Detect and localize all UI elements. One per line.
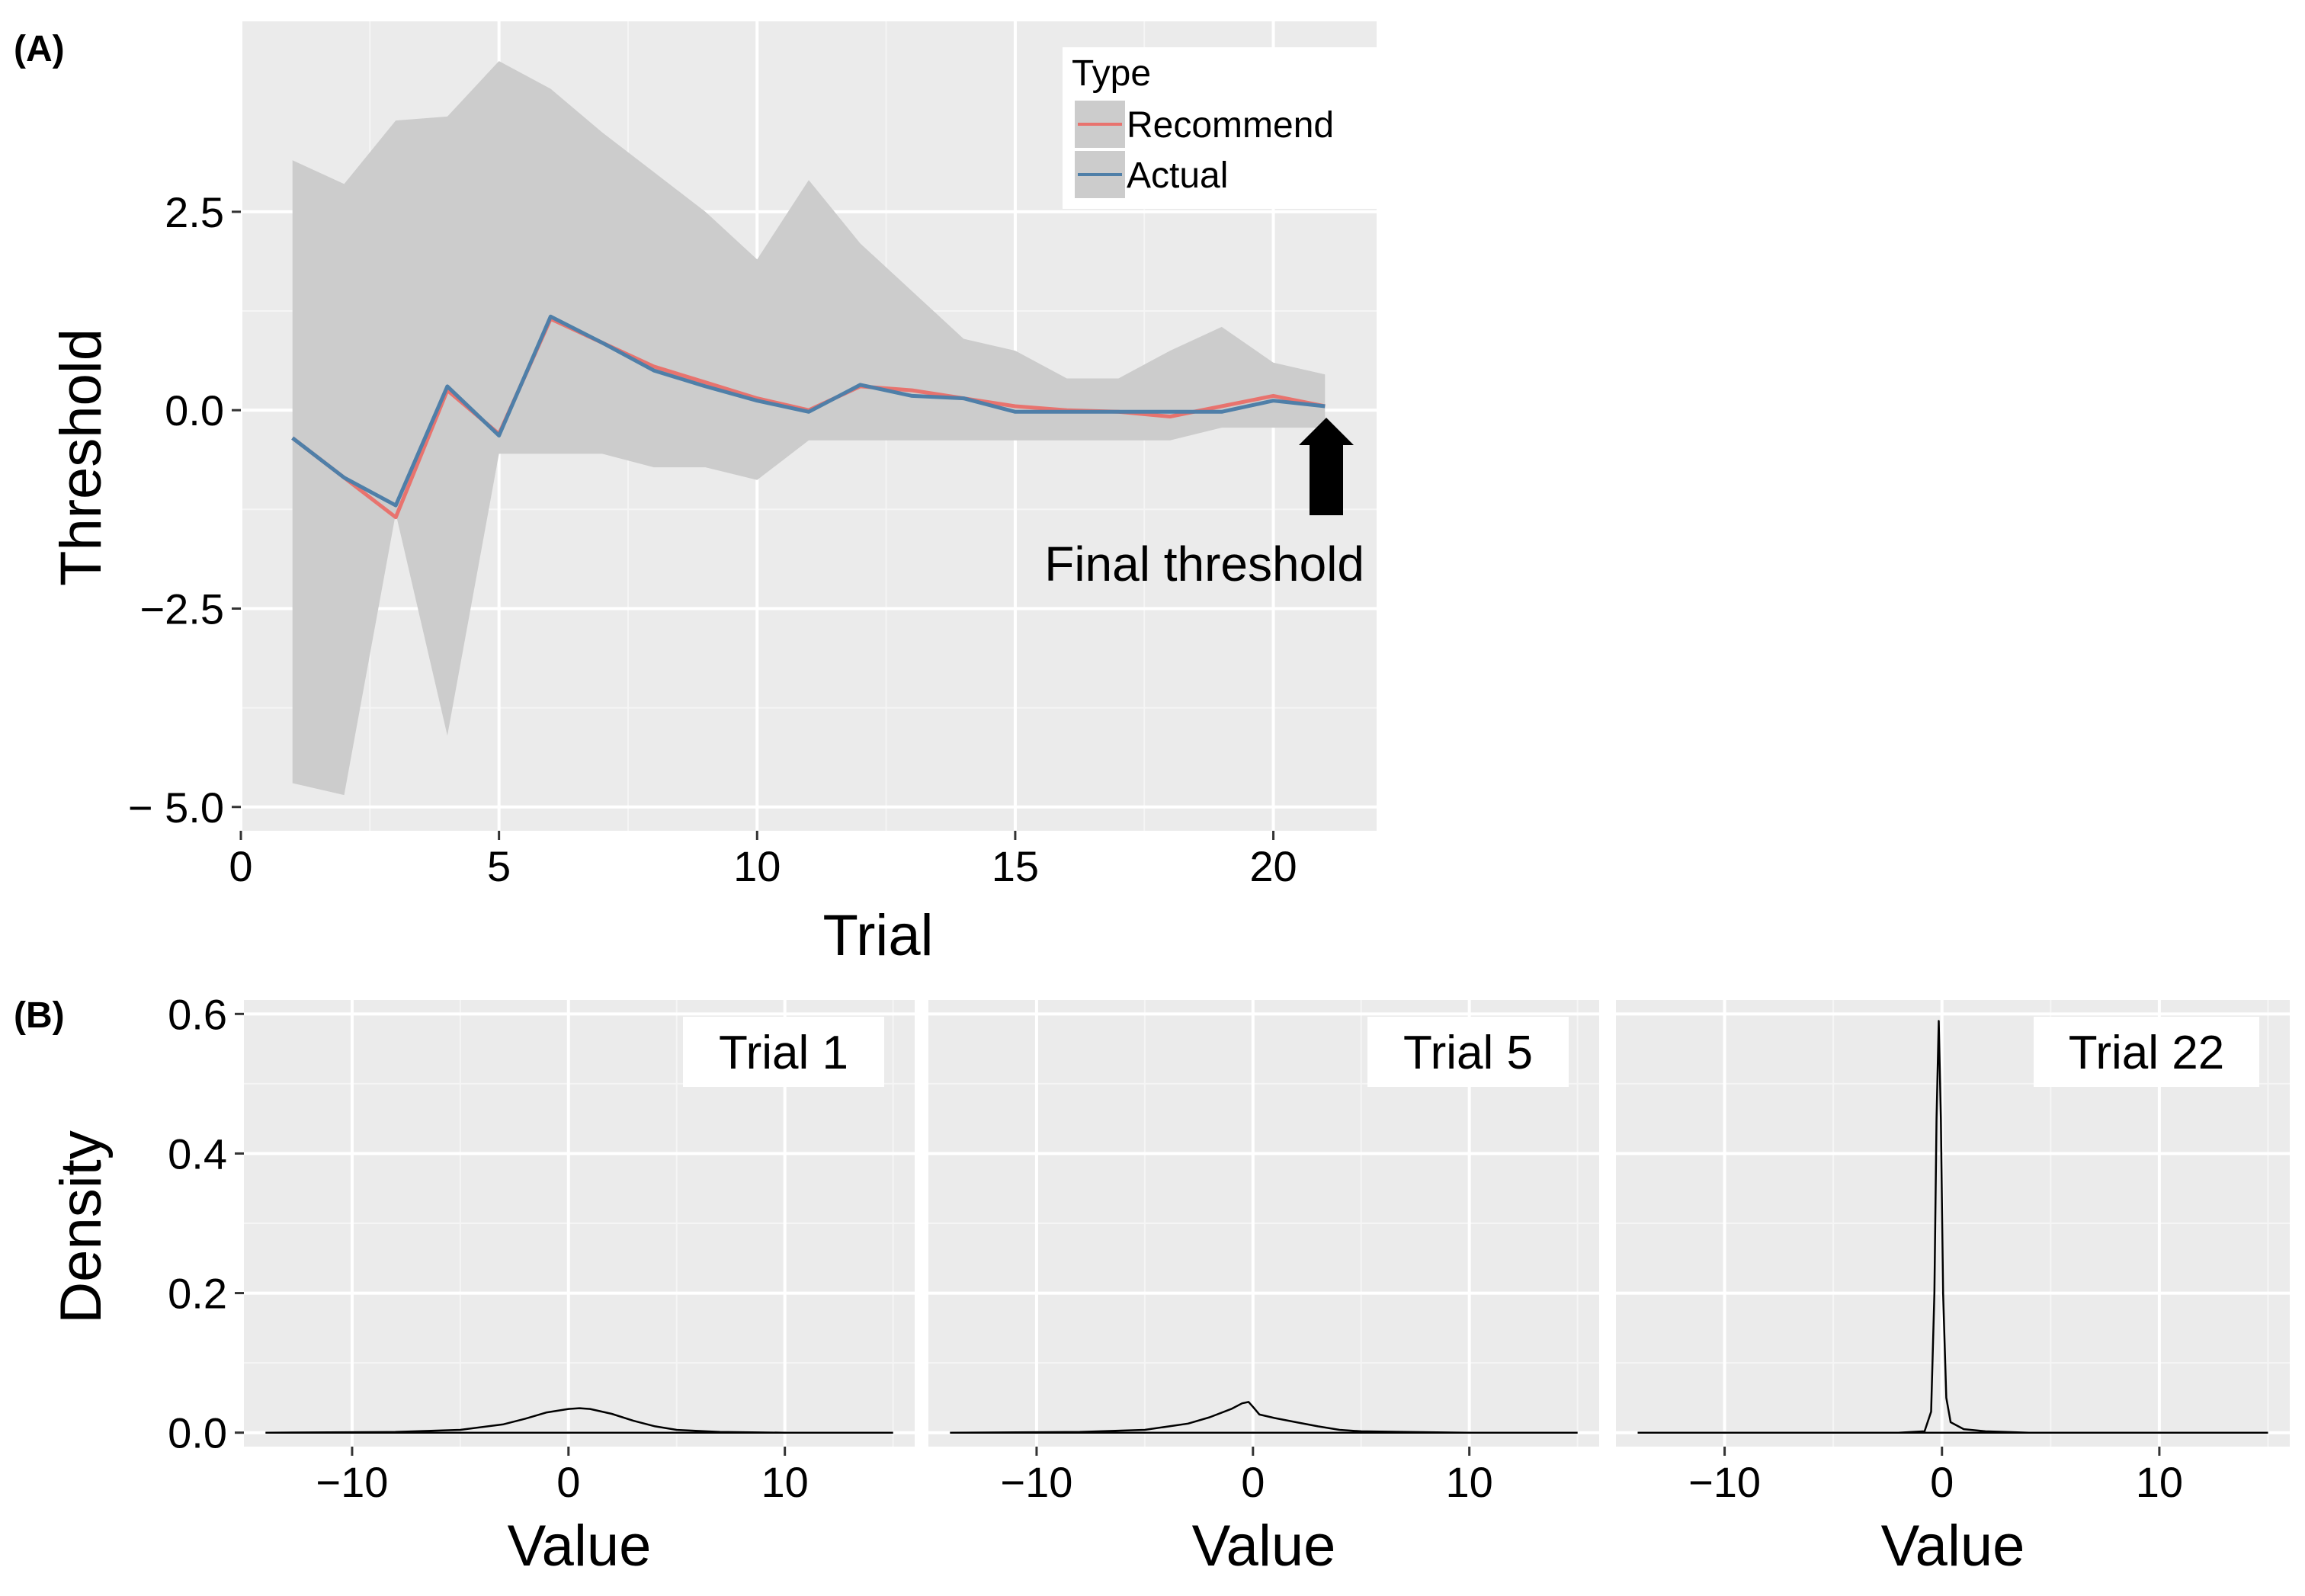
range-ribbon bbox=[292, 61, 1326, 796]
panel-a: (A) 2.5 0.0 −2.5 − 5.0 0 5 10 15 20 Trial Thres… bbox=[14, 21, 1377, 968]
facet-x-tick-label: 0 bbox=[1241, 1458, 1265, 1506]
density-curve bbox=[265, 1407, 893, 1434]
facet-strip-box bbox=[683, 1017, 884, 1087]
facet-x-tick-label: 0 bbox=[556, 1458, 580, 1506]
facet-x-tick-label: 10 bbox=[1446, 1458, 1493, 1506]
panel-a-series-lines bbox=[291, 314, 1326, 520]
y-tick-label: 0.0 bbox=[165, 386, 224, 434]
panel-b-facets: 0.0 0.2 0.4 0.6 Trial 1 −10 0 10 Value Trial 5 −10… bbox=[168, 990, 2290, 1578]
final-threshold-label: Final threshold bbox=[1044, 537, 1364, 591]
panel-a-x-ticks: 0 5 10 15 20 bbox=[229, 831, 1297, 890]
legend-label-recommend: Recommend bbox=[1127, 105, 1334, 146]
facet-x-axis-title: Value bbox=[1192, 1514, 1336, 1578]
y-tick-label: − 5.0 bbox=[128, 784, 224, 832]
x-tick-label: 20 bbox=[1249, 842, 1297, 890]
x-tick-label: 5 bbox=[487, 842, 511, 890]
y-tick-label: 2.5 bbox=[165, 188, 224, 236]
facet-1: Trial 1 −10 0 10 Value bbox=[244, 1000, 915, 1578]
facet-strip-label: Trial 5 bbox=[1403, 1027, 1533, 1079]
panel-b-y-axis-title: Density bbox=[49, 1130, 114, 1323]
facet-3: Trial 22 −10 0 10 Value bbox=[1616, 1000, 2290, 1578]
legend-label-actual: Actual bbox=[1127, 155, 1228, 196]
final-threshold-arrow bbox=[1299, 418, 1354, 515]
panel-b-label: (B) bbox=[14, 995, 65, 1036]
x-tick-label: 15 bbox=[992, 842, 1039, 890]
facet-strip-box bbox=[2034, 1017, 2259, 1087]
panel-a-y-axis-title: Threshold bbox=[49, 328, 114, 586]
facet-2: Trial 5 −10 0 10 Value bbox=[928, 1000, 1599, 1578]
series-line-actual bbox=[291, 314, 1326, 508]
facet-x-tick-label: −10 bbox=[1000, 1458, 1072, 1506]
facet-x-axis-title: Value bbox=[1881, 1514, 2025, 1578]
density-y-tick-label: 0.4 bbox=[168, 1130, 227, 1178]
facet-x-tick-label: −10 bbox=[316, 1458, 388, 1506]
facet-strip-label: Trial 1 bbox=[719, 1027, 848, 1079]
facet-strip-label: Trial 22 bbox=[2069, 1027, 2224, 1079]
x-tick-label: 10 bbox=[733, 842, 781, 890]
y-tick-label: −2.5 bbox=[139, 585, 224, 633]
density-y-tick-label: 0.0 bbox=[168, 1409, 227, 1457]
facet-x-tick-label: 10 bbox=[761, 1458, 809, 1506]
facet-x-tick-label: −10 bbox=[1688, 1458, 1761, 1506]
density-curve bbox=[950, 1401, 1578, 1434]
facet-strip-box bbox=[1367, 1017, 1569, 1087]
panel-a-x-axis-title: Trial bbox=[823, 903, 934, 968]
density-curve bbox=[1637, 1020, 2268, 1434]
panel-a-label: (A) bbox=[14, 29, 65, 69]
panel-a-y-ticks: 2.5 0.0 −2.5 − 5.0 bbox=[128, 188, 241, 832]
legend: Type Recommend Actual bbox=[1063, 47, 1377, 209]
facet-x-tick-label: 10 bbox=[2136, 1458, 2183, 1506]
legend-title: Type bbox=[1072, 53, 1151, 94]
facet-x-tick-label: 0 bbox=[1930, 1458, 1954, 1506]
density-y-tick-label: 0.6 bbox=[168, 990, 227, 1038]
density-y-tick-label: 0.2 bbox=[168, 1270, 227, 1318]
facet-x-axis-title: Value bbox=[508, 1514, 652, 1578]
x-tick-label: 0 bbox=[229, 842, 252, 890]
